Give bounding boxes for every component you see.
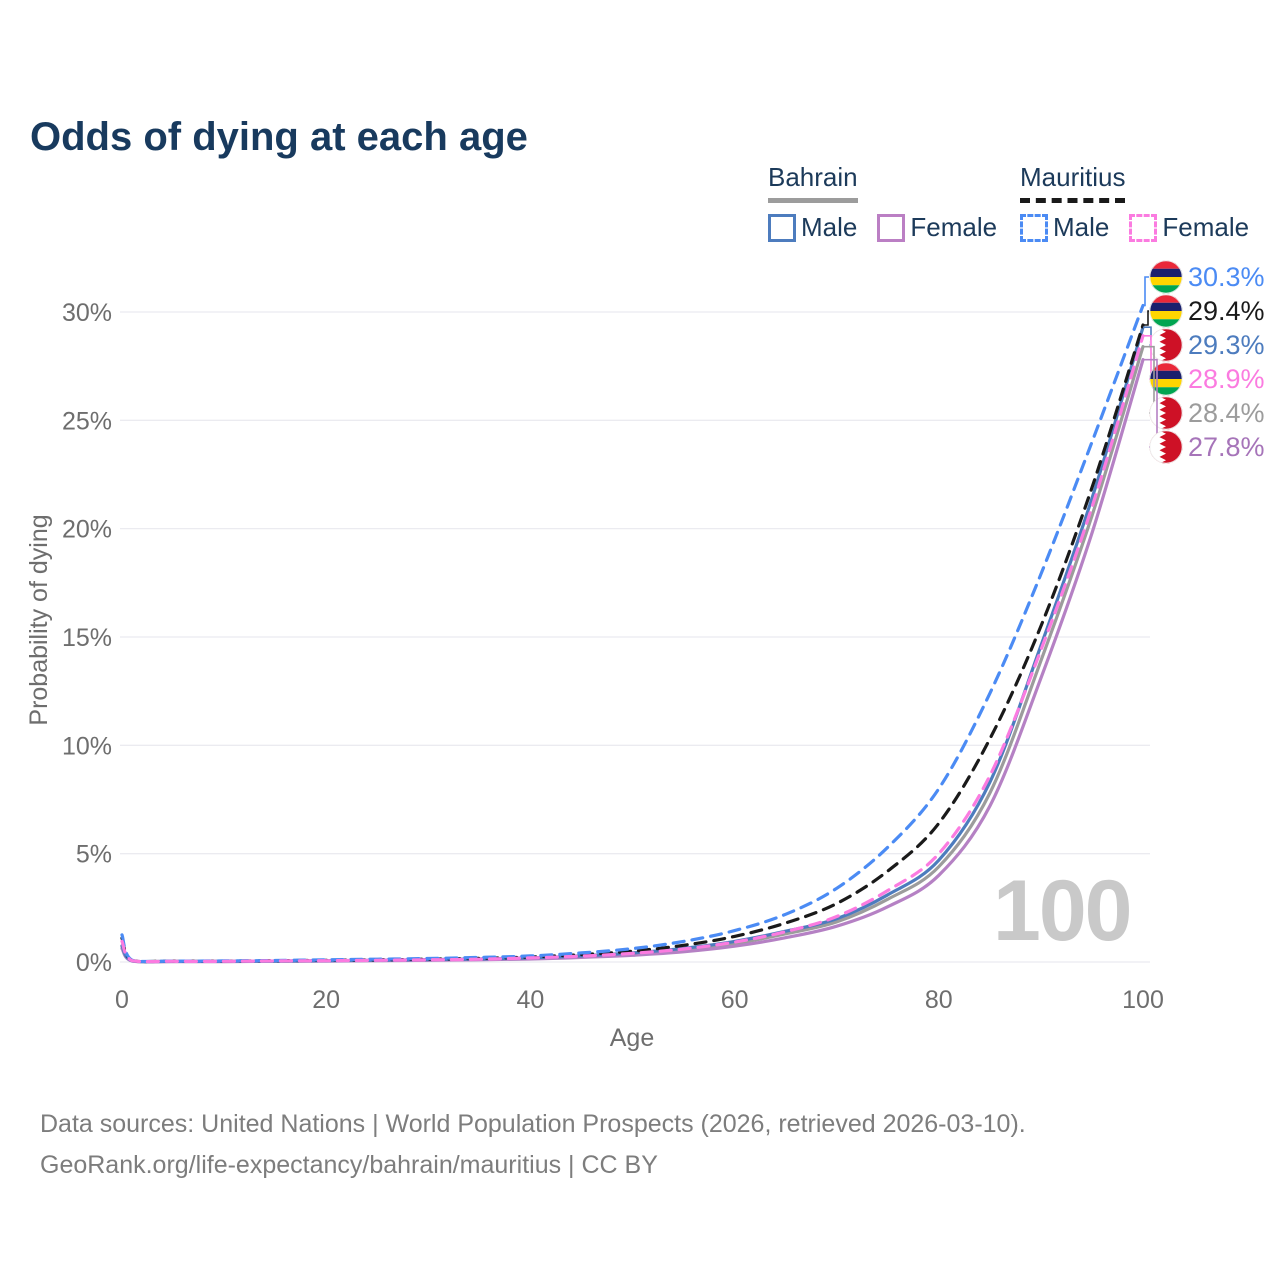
series-line-bahrain-male	[120, 325, 1145, 964]
flag-stripe	[1149, 319, 1183, 328]
y-tick-label: 25%	[62, 407, 112, 435]
series-line-mauritius-male	[120, 303, 1145, 964]
mauritius-female-swatch-icon	[1129, 213, 1158, 242]
mauritius-flag-icon	[1149, 294, 1183, 328]
flag-stripe	[1149, 387, 1183, 396]
y-axis-title: Probability of dying	[25, 514, 53, 725]
legend-label: Male	[801, 212, 858, 242]
flag-ring	[1149, 328, 1183, 362]
legend-item-bahrain-female[interactable]: Female	[877, 212, 997, 243]
flag-serration	[1149, 430, 1166, 464]
end-value-label: 30.3%	[1188, 262, 1265, 292]
y-tick-label: 20%	[62, 516, 112, 544]
flag-stripe	[1149, 302, 1183, 311]
flag-ring	[1149, 260, 1183, 294]
flag-stripe	[1149, 362, 1183, 371]
end-value-label: 28.9%	[1188, 364, 1265, 394]
series-line-bahrain-both-sexes	[120, 345, 1145, 964]
legend-item-bahrain-male[interactable]: Male	[768, 212, 857, 243]
bahrain-female-swatch-icon	[877, 213, 906, 242]
legend-item-mauritius-male[interactable]: Male	[1020, 212, 1109, 243]
flag-stripe	[1149, 285, 1183, 294]
x-tick-label: 0	[115, 986, 129, 1014]
legend-label: Male	[1053, 212, 1110, 242]
end-value-label: 29.3%	[1188, 330, 1265, 360]
flag-stripe	[1149, 260, 1183, 269]
flag-stripe	[1149, 370, 1183, 379]
mauritius-flag-icon	[1149, 260, 1183, 294]
legend-label: Female	[910, 212, 998, 242]
legend-group-mauritius: Mauritius Male Female	[1020, 162, 1249, 243]
y-tick-label: 0%	[76, 949, 112, 977]
age-watermark: 100	[993, 863, 1132, 959]
leader-line	[1143, 310, 1149, 326]
legend-label: Female	[1162, 212, 1250, 242]
y-tick-label: 15%	[62, 624, 112, 652]
y-tick-label: 30%	[62, 299, 112, 327]
y-tick-label: 10%	[62, 732, 112, 760]
end-value-label: 28.4%	[1188, 398, 1265, 428]
footer-attribution: GeoRank.org/life-expectancy/bahrain/maur…	[40, 1151, 658, 1179]
flag-stripe	[1149, 311, 1183, 320]
y-tick-label: 5%	[76, 841, 112, 869]
legend-group-bahrain: Bahrain Male Female	[768, 162, 997, 243]
mauritius-male-swatch-icon	[1020, 213, 1048, 242]
series-line-mauritius-female	[120, 334, 1145, 964]
flag-stripe	[1149, 294, 1183, 303]
x-tick-label: 100	[1122, 986, 1164, 1014]
footer-data-sources: Data sources: United Nations | World Pop…	[40, 1110, 1026, 1138]
x-tick-label: 20	[312, 986, 340, 1014]
x-tick-label: 40	[516, 986, 544, 1014]
x-tick-label: 80	[925, 986, 953, 1014]
legend-group-title-bahrain: Bahrain	[768, 162, 858, 203]
bahrain-flag-icon	[1149, 430, 1183, 464]
flag-stripe	[1149, 379, 1183, 388]
end-value-label: 27.8%	[1188, 432, 1265, 462]
bahrain-male-swatch-icon	[768, 213, 796, 242]
x-axis-title: Age	[610, 1024, 654, 1052]
legend-item-mauritius-female[interactable]: Female	[1129, 212, 1249, 243]
flag-ring	[1149, 396, 1183, 430]
mauritius-flag-icon	[1149, 362, 1183, 396]
flag-ring	[1149, 430, 1183, 464]
page-title: Odds of dying at each age	[30, 114, 528, 159]
x-tick-label: 60	[721, 986, 749, 1014]
end-value-label: 29.4%	[1188, 296, 1265, 326]
flag-ring	[1149, 294, 1183, 328]
footer: Data sources: United Nations | World Pop…	[40, 1104, 1026, 1186]
legend-group-title-mauritius: Mauritius	[1020, 162, 1126, 203]
flag-ring	[1149, 362, 1183, 396]
flag-stripe	[1149, 268, 1183, 277]
series-line-bahrain-female	[120, 358, 1145, 964]
leader-line	[1143, 276, 1149, 307]
flag-stripe	[1149, 277, 1183, 286]
